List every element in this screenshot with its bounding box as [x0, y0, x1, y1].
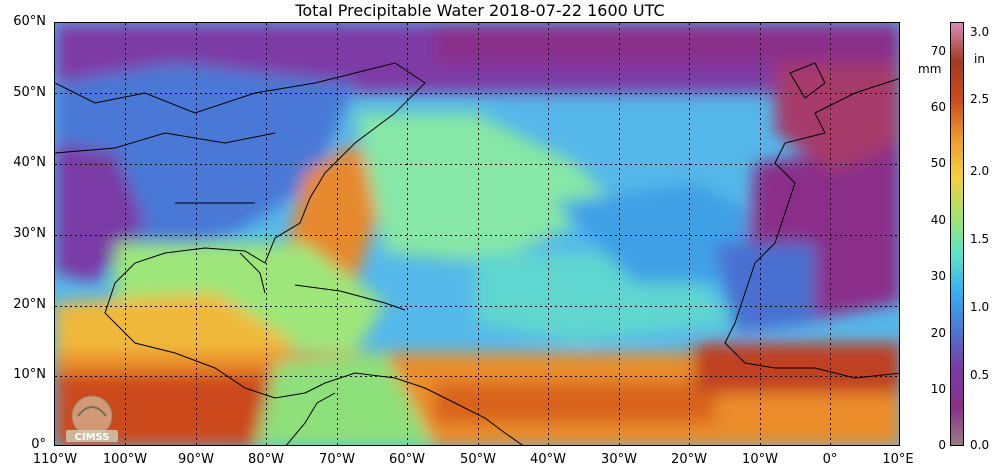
colorbar [950, 22, 964, 446]
map-svg [55, 23, 899, 445]
in-tick-0-5: 0.5 [970, 368, 990, 382]
lon-label-10w: 10°W [742, 452, 778, 467]
lon-label-60w: 60°W [389, 452, 425, 467]
lat-label-0: 0° [31, 437, 46, 452]
cimss-logo: CIMSS [58, 392, 126, 444]
in-tick-3-0: 3.0 [970, 25, 990, 39]
in-tick-0-0: 0.0 [970, 438, 990, 452]
lat-label-40n: 40°N [13, 155, 46, 170]
mm-tick-30: 30 [930, 269, 946, 283]
mm-tick-0: 0 [938, 438, 946, 452]
lon-label-10e: 10°E [882, 452, 914, 467]
moisture-field [55, 23, 899, 445]
lat-label-30n: 30°N [13, 226, 46, 241]
lon-label-0: 0° [822, 452, 838, 467]
map-title: Total Precipitable Water 2018-07-22 1600… [295, 1, 665, 20]
lon-label-30w: 30°W [601, 452, 637, 467]
lon-label-50w: 50°W [460, 452, 496, 467]
lon-label-70w: 70°W [319, 452, 355, 467]
mm-tick-60: 60 [930, 100, 946, 114]
in-tick-2-0: 2.0 [970, 164, 990, 178]
logo-text: CIMSS [75, 432, 110, 443]
mm-tick-20: 20 [930, 326, 946, 340]
mm-tick-40: 40 [930, 213, 946, 227]
coastlines [55, 62, 899, 445]
mm-tick-50: 50 [930, 156, 946, 170]
mm-tick-10: 10 [930, 382, 946, 396]
lon-label-110w: 110°W [32, 452, 78, 467]
lon-label-90w: 90°W [178, 452, 214, 467]
lat-label-50n: 50°N [13, 85, 46, 100]
tpw-map [54, 22, 900, 446]
graticule [55, 23, 899, 445]
colorbar-in-unit: in [974, 52, 985, 66]
lon-label-40w: 40°W [530, 452, 566, 467]
lat-label-10n: 10°N [13, 367, 46, 382]
colorbar-mm-unit: mm [918, 62, 942, 76]
in-tick-1-0: 1.0 [970, 300, 990, 314]
in-tick-1-5: 1.5 [970, 232, 990, 246]
lon-label-80w: 80°W [248, 452, 284, 467]
lon-label-100w: 100°W [102, 452, 148, 467]
lat-label-20n: 20°N [13, 297, 46, 312]
mm-tick-70: 70 [930, 44, 946, 58]
lon-label-20w: 20°W [671, 452, 707, 467]
in-tick-2-5: 2.5 [970, 92, 990, 106]
lat-label-60n: 60°N [13, 14, 46, 29]
